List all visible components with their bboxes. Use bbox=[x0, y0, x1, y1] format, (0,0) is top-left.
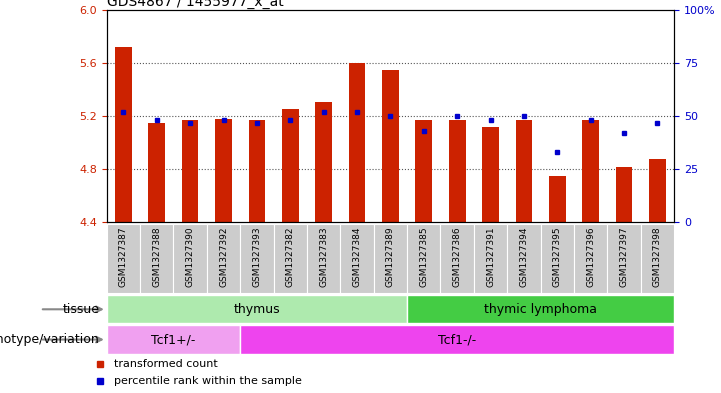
Text: GSM1327394: GSM1327394 bbox=[519, 226, 528, 287]
Bar bbox=[574, 224, 607, 293]
Bar bbox=[407, 224, 441, 293]
Text: thymic lymphoma: thymic lymphoma bbox=[484, 303, 597, 316]
Bar bbox=[441, 224, 474, 293]
Bar bbox=[616, 167, 632, 222]
Text: GSM1327397: GSM1327397 bbox=[619, 226, 629, 287]
Text: Tcf1-/-: Tcf1-/- bbox=[438, 333, 477, 346]
Text: GSM1327382: GSM1327382 bbox=[286, 226, 295, 287]
Bar bbox=[307, 224, 340, 293]
Bar bbox=[240, 224, 273, 293]
Text: GSM1327390: GSM1327390 bbox=[185, 226, 195, 287]
Text: thymus: thymus bbox=[234, 303, 280, 316]
Bar bbox=[249, 120, 265, 222]
Bar bbox=[115, 47, 132, 222]
Bar bbox=[607, 224, 641, 293]
Bar bbox=[549, 176, 566, 222]
Text: tissue: tissue bbox=[63, 303, 99, 316]
Bar bbox=[373, 224, 407, 293]
Text: GSM1327389: GSM1327389 bbox=[386, 226, 395, 287]
Text: GSM1327386: GSM1327386 bbox=[453, 226, 461, 287]
Bar bbox=[541, 224, 574, 293]
Bar bbox=[482, 127, 499, 222]
Text: GSM1327383: GSM1327383 bbox=[319, 226, 328, 287]
Text: percentile rank within the sample: percentile rank within the sample bbox=[114, 376, 302, 386]
Text: genotype/variation: genotype/variation bbox=[0, 333, 99, 346]
Text: GDS4867 / 1455977_x_at: GDS4867 / 1455977_x_at bbox=[107, 0, 283, 9]
Text: Tcf1+/-: Tcf1+/- bbox=[151, 333, 195, 346]
Bar bbox=[474, 224, 508, 293]
Text: GSM1327384: GSM1327384 bbox=[353, 226, 361, 287]
Text: GSM1327396: GSM1327396 bbox=[586, 226, 596, 287]
Text: GSM1327398: GSM1327398 bbox=[653, 226, 662, 287]
Text: transformed count: transformed count bbox=[114, 359, 218, 369]
Bar bbox=[149, 123, 165, 222]
Text: GSM1327385: GSM1327385 bbox=[420, 226, 428, 287]
Bar bbox=[583, 120, 599, 222]
Bar bbox=[382, 70, 399, 222]
Bar bbox=[107, 295, 407, 323]
Bar bbox=[315, 101, 332, 222]
Bar bbox=[182, 120, 198, 222]
Bar bbox=[349, 63, 366, 222]
Bar bbox=[207, 224, 240, 293]
Bar bbox=[107, 325, 240, 354]
Bar bbox=[649, 159, 665, 222]
Bar bbox=[215, 119, 232, 222]
Text: GSM1327388: GSM1327388 bbox=[152, 226, 162, 287]
Bar bbox=[415, 120, 432, 222]
Bar bbox=[641, 224, 674, 293]
Text: GSM1327387: GSM1327387 bbox=[119, 226, 128, 287]
Bar bbox=[407, 295, 674, 323]
Text: GSM1327395: GSM1327395 bbox=[553, 226, 562, 287]
Text: GSM1327393: GSM1327393 bbox=[252, 226, 262, 287]
Text: GSM1327392: GSM1327392 bbox=[219, 226, 228, 287]
Bar bbox=[140, 224, 174, 293]
Bar bbox=[449, 120, 466, 222]
Bar bbox=[174, 224, 207, 293]
Bar bbox=[508, 224, 541, 293]
Bar bbox=[273, 224, 307, 293]
Bar bbox=[240, 325, 674, 354]
Bar bbox=[516, 120, 532, 222]
Text: GSM1327391: GSM1327391 bbox=[486, 226, 495, 287]
Bar bbox=[282, 110, 298, 222]
Bar bbox=[107, 224, 140, 293]
Bar bbox=[340, 224, 373, 293]
